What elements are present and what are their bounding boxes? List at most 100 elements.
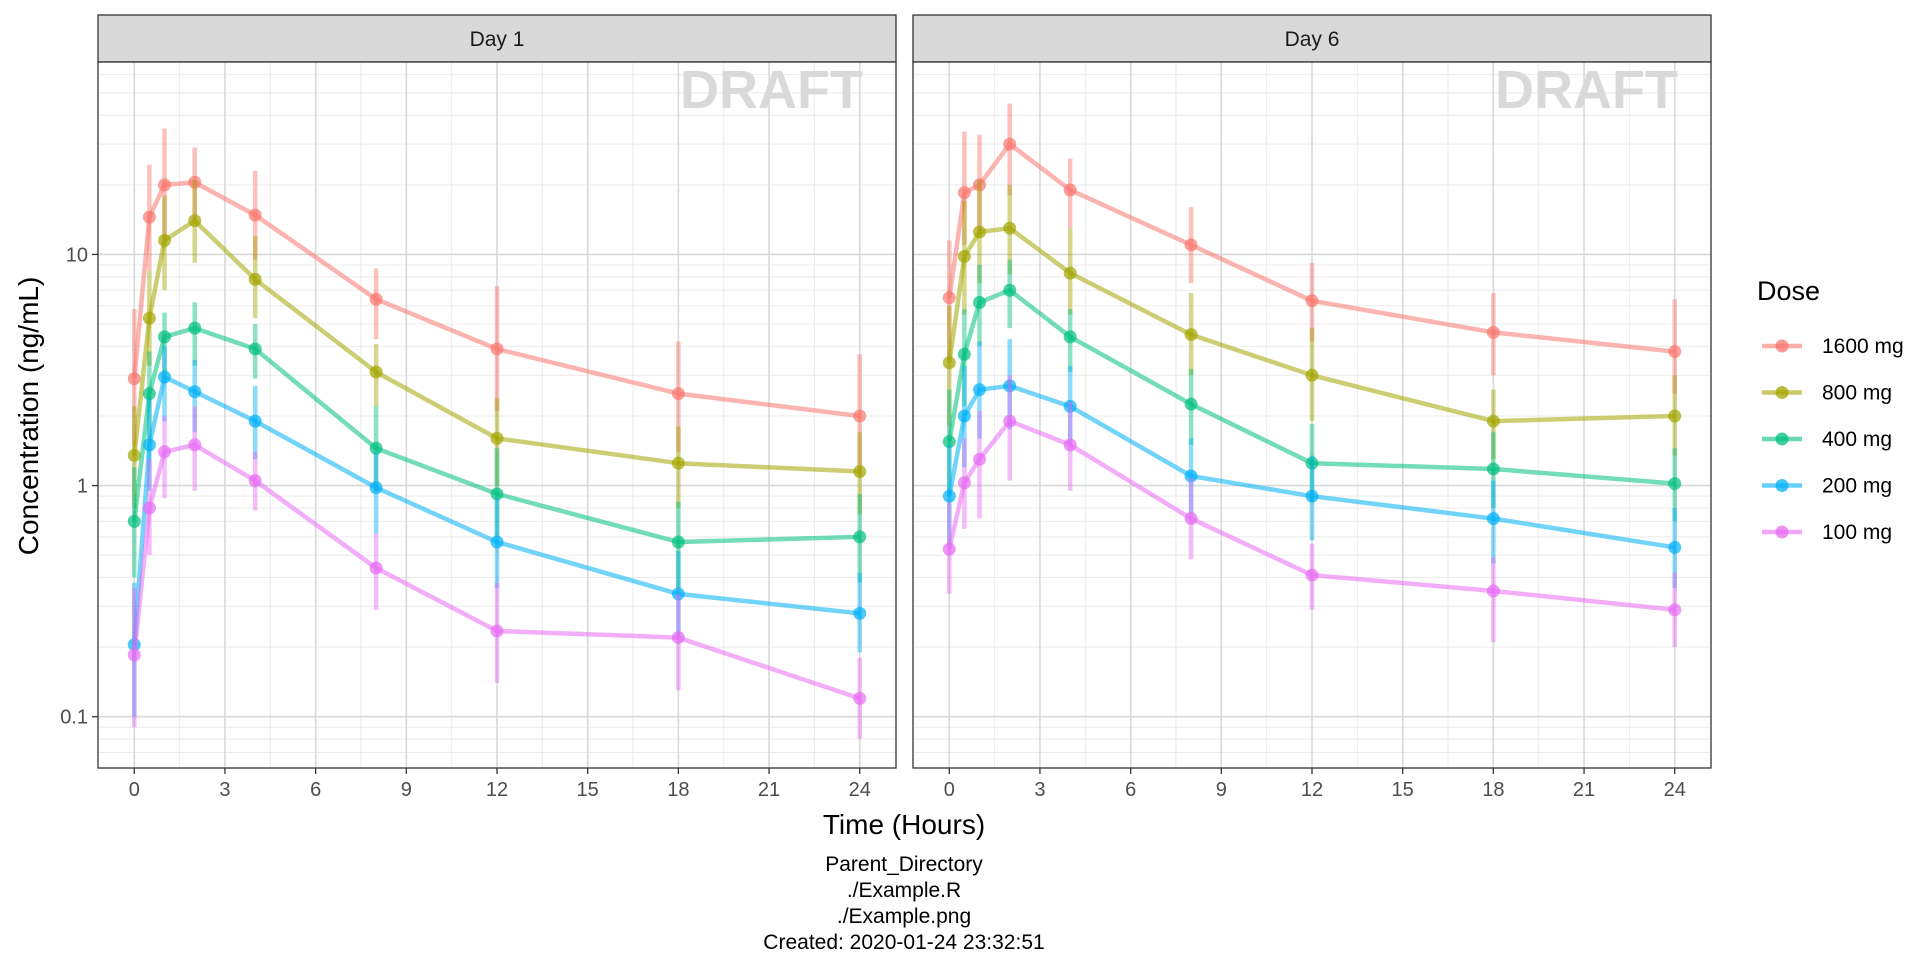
caption-line-2: ./Example.R: [847, 879, 961, 902]
series-200-mg: [127, 346, 867, 717]
legend-label: 400 mg: [1822, 428, 1892, 451]
legend-entry-200-mg: 200 mg: [1762, 475, 1892, 498]
data-point: [1305, 294, 1319, 308]
data-point: [158, 445, 171, 459]
data-point: [158, 233, 171, 247]
x-tick-label: 21: [1573, 779, 1595, 801]
x-tick-label: 6: [1125, 779, 1136, 801]
data-point: [490, 624, 504, 638]
data-point: [1003, 283, 1017, 297]
data-point: [1063, 266, 1077, 280]
y-axis-title: Concentration (ng/mL): [13, 277, 44, 556]
x-tick-label: 0: [129, 779, 140, 801]
strip-label: Day 6: [1285, 28, 1340, 51]
data-point: [142, 438, 156, 452]
caption-line-4: Created: 2020-01-24 23:32:51: [763, 931, 1044, 954]
series-100-mg: [127, 406, 867, 740]
strip-label: Day 1: [470, 28, 525, 51]
data-point: [957, 186, 971, 200]
data-point: [142, 387, 156, 401]
data-point: [1184, 328, 1198, 342]
data-point: [973, 225, 986, 239]
x-tick-label: 21: [758, 779, 780, 801]
data-point: [942, 489, 956, 503]
data-point: [1305, 456, 1319, 470]
data-point: [957, 249, 971, 263]
data-point: [942, 542, 956, 556]
series-400-mg: [942, 259, 1682, 522]
legend: Dose 1600 mg 800 mg 400 mg 200 mg 100 mg: [1757, 276, 1904, 544]
data-point: [127, 448, 141, 462]
series-200-mg: [942, 339, 1682, 589]
y-tick-label: 1: [77, 476, 88, 498]
x-tick-label: 9: [1216, 779, 1227, 801]
data-point: [369, 481, 383, 495]
legend-title: Dose: [1757, 276, 1820, 306]
x-tick-label: 24: [849, 779, 871, 801]
caption-line-3: ./Example.png: [837, 905, 971, 928]
data-point: [1486, 512, 1500, 526]
data-point: [853, 465, 867, 479]
x-tick-label: 3: [219, 779, 230, 801]
legend-entry-400-mg: 400 mg: [1762, 428, 1892, 451]
data-point: [1305, 568, 1319, 582]
data-point: [957, 476, 971, 490]
series-100-mg: [942, 375, 1682, 648]
data-point: [490, 535, 504, 549]
data-point: [248, 272, 262, 286]
data-point: [671, 387, 685, 401]
series-1600-mg: [942, 103, 1682, 394]
data-point: [369, 441, 383, 455]
data-point: [127, 648, 141, 662]
data-point: [671, 587, 685, 601]
data-point: [188, 385, 202, 399]
x-tick-label: 15: [577, 779, 599, 801]
data-point: [1305, 368, 1319, 382]
caption-line-1: Parent_Directory: [825, 853, 983, 876]
data-point: [1184, 397, 1198, 411]
data-point: [942, 435, 956, 449]
data-point: [490, 487, 504, 501]
data-point: [973, 178, 986, 192]
x-tick-label: 24: [1664, 779, 1686, 801]
data-point: [1184, 512, 1198, 526]
caption: Parent_Directory ./Example.R ./Example.p…: [763, 853, 1044, 954]
x-axis-title: Time (Hours): [823, 809, 985, 840]
data-point: [127, 372, 141, 386]
data-point: [158, 370, 171, 384]
data-point: [158, 178, 171, 192]
legend-entry-1600-mg: 1600 mg: [1762, 335, 1904, 358]
y-tick-label: 0.1: [60, 707, 88, 729]
facet-panel-1: Day 1 DRAFT 0 3 6 9 12 15 18 21 24 0.1 1 10: [60, 14, 897, 801]
legend-key-point: [1775, 479, 1789, 492]
x-tick-label: 0: [944, 779, 955, 801]
data-point: [188, 175, 202, 189]
data-point: [1668, 409, 1682, 423]
data-point: [671, 535, 685, 549]
strip-background: [97, 14, 897, 63]
data-point: [1486, 462, 1500, 476]
data-point: [1063, 330, 1077, 344]
x-tick-label: 15: [1392, 779, 1414, 801]
data-point: [369, 292, 383, 306]
data-point: [1184, 469, 1198, 483]
x-tick-label: 18: [1482, 779, 1504, 801]
data-point: [957, 347, 971, 361]
data-point: [188, 214, 202, 228]
data-point: [1063, 399, 1077, 413]
data-point: [127, 514, 141, 528]
data-point: [957, 409, 971, 423]
x-tick-label: 9: [401, 779, 412, 801]
data-point: [248, 208, 262, 222]
data-point: [973, 295, 986, 309]
data-point: [1063, 183, 1077, 197]
data-point: [490, 342, 504, 356]
data-point: [1063, 438, 1077, 452]
data-point: [671, 456, 685, 470]
data-point: [158, 330, 171, 344]
data-point: [853, 691, 867, 705]
legend-entry-800-mg: 800 mg: [1762, 382, 1892, 405]
series-1600-mg: [127, 128, 867, 477]
data-point: [1668, 540, 1682, 554]
data-point: [1486, 325, 1500, 339]
